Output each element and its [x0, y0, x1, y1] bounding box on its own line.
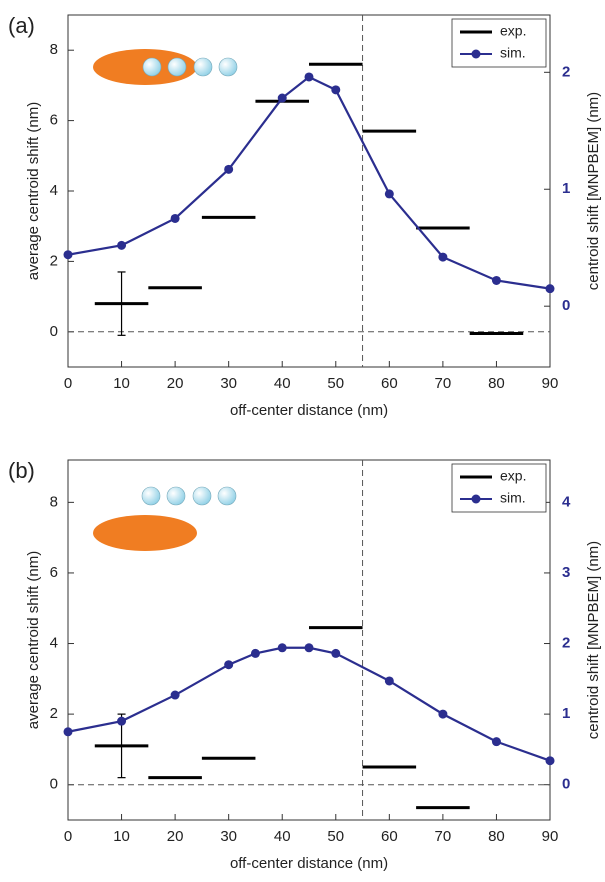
y-axis-label: average centroid shift (nm) — [25, 102, 42, 280]
legend-label: exp. — [500, 23, 526, 39]
panel-label: (b) — [8, 458, 35, 483]
legend-marker — [471, 49, 481, 59]
illustration-a — [93, 49, 238, 85]
x-tick-label: 60 — [381, 375, 398, 392]
y-tick-label: 4 — [50, 634, 58, 651]
x-tick-label: 60 — [381, 828, 398, 845]
x-tick-label: 80 — [488, 828, 505, 845]
sim-line — [67, 75, 551, 290]
sim-point — [170, 213, 180, 223]
sim-point — [117, 716, 127, 726]
sim-point — [277, 643, 287, 653]
y2-tick-label: 4 — [562, 493, 571, 510]
sim-line — [67, 646, 551, 762]
x-tick-label: 70 — [435, 828, 452, 845]
panel-label: (a) — [8, 13, 35, 38]
sim-point — [384, 676, 394, 686]
sim-point — [491, 275, 501, 285]
x-tick-label: 80 — [488, 375, 505, 392]
x-tick-label: 30 — [220, 828, 237, 845]
x-tick-label: 20 — [167, 828, 184, 845]
y2-tick-label: 2 — [562, 63, 570, 80]
legend-label: exp. — [500, 468, 526, 484]
illustration-b — [93, 486, 237, 551]
x-tick-label: 10 — [113, 375, 130, 392]
sim-point — [491, 737, 501, 747]
sim-point — [117, 240, 127, 250]
legend-box — [451, 463, 547, 513]
y2-tick-label: 2 — [562, 634, 570, 651]
y2-axis-label: centroid shift [MNPBEM] (nm) — [585, 92, 602, 290]
plot-frame — [67, 459, 551, 821]
x-tick-label: 0 — [64, 375, 72, 392]
x-tick-label: 40 — [274, 828, 291, 845]
sim-point — [304, 72, 314, 82]
sim-point — [63, 250, 73, 260]
x-tick-label: 20 — [167, 375, 184, 392]
y-tick-label: 6 — [50, 112, 58, 129]
x-tick-label: 50 — [327, 375, 344, 392]
error-bar — [117, 271, 126, 336]
y2-tick-label: 1 — [562, 180, 570, 197]
legend-box — [451, 18, 547, 68]
sim-point — [170, 690, 180, 700]
y-tick-label: 2 — [50, 252, 58, 269]
x-tick-label: 30 — [220, 375, 237, 392]
y2-tick-label: 0 — [562, 297, 570, 314]
sim-point — [304, 643, 314, 653]
sim-point — [250, 648, 260, 658]
sim-point — [438, 252, 448, 262]
x-tick-label: 10 — [113, 828, 130, 845]
y-tick-label: 0 — [50, 323, 58, 340]
x-tick-label: 50 — [327, 828, 344, 845]
x-tick-label: 70 — [435, 375, 452, 392]
sim-point — [545, 284, 555, 294]
y2-tick-label: 3 — [562, 564, 570, 581]
sim-point — [224, 660, 234, 670]
x-tick-label: 90 — [542, 828, 559, 845]
y-tick-label: 8 — [50, 493, 58, 510]
y-tick-label: 2 — [50, 705, 58, 722]
x-axis-label: off-center distance (nm) — [230, 402, 388, 419]
x-tick-label: 90 — [542, 375, 559, 392]
y-tick-label: 8 — [50, 41, 58, 58]
y2-axis-label: centroid shift [MNPBEM] (nm) — [585, 541, 602, 739]
legend-label: sim. — [500, 45, 526, 61]
x-tick-label: 40 — [274, 375, 291, 392]
sim-point — [277, 93, 287, 103]
sim-point — [331, 648, 341, 658]
legend-label: sim. — [500, 490, 526, 506]
y-tick-label: 4 — [50, 182, 58, 199]
sim-point — [224, 164, 234, 174]
y2-tick-label: 0 — [562, 776, 570, 793]
y-tick-label: 0 — [50, 776, 58, 793]
x-tick-label: 0 — [64, 828, 72, 845]
y-axis-label: average centroid shift (nm) — [25, 551, 42, 729]
sim-point — [438, 709, 448, 719]
legend-marker — [471, 494, 481, 504]
sim-point — [63, 727, 73, 737]
y2-tick-label: 1 — [562, 705, 570, 722]
sim-point — [545, 756, 555, 766]
x-axis-label: off-center distance (nm) — [230, 855, 388, 872]
sim-point — [384, 189, 394, 199]
sim-point — [331, 85, 341, 95]
y-tick-label: 6 — [50, 564, 58, 581]
